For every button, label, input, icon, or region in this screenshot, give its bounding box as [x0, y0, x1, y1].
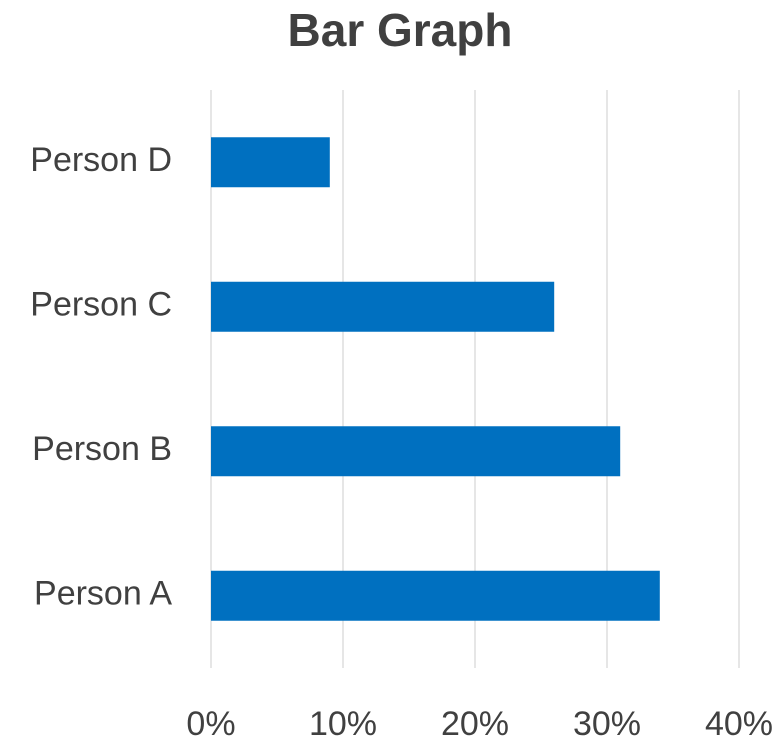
- x-tick-label: 30%: [573, 705, 641, 743]
- chart-title: Bar Graph: [288, 4, 513, 56]
- bar: [211, 137, 330, 188]
- bar: [211, 570, 660, 621]
- bar: [211, 426, 621, 477]
- y-tick-label: Person D: [30, 141, 172, 179]
- bar: [211, 281, 555, 332]
- x-tick-label: 40%: [705, 705, 773, 743]
- y-tick-label: Person C: [30, 286, 172, 324]
- x-tick-label: 20%: [441, 705, 509, 743]
- y-tick-label: Person A: [34, 575, 172, 613]
- x-tick-label: 0%: [186, 705, 235, 743]
- y-tick-label: Person B: [32, 430, 172, 468]
- x-tick-label: 10%: [309, 705, 377, 743]
